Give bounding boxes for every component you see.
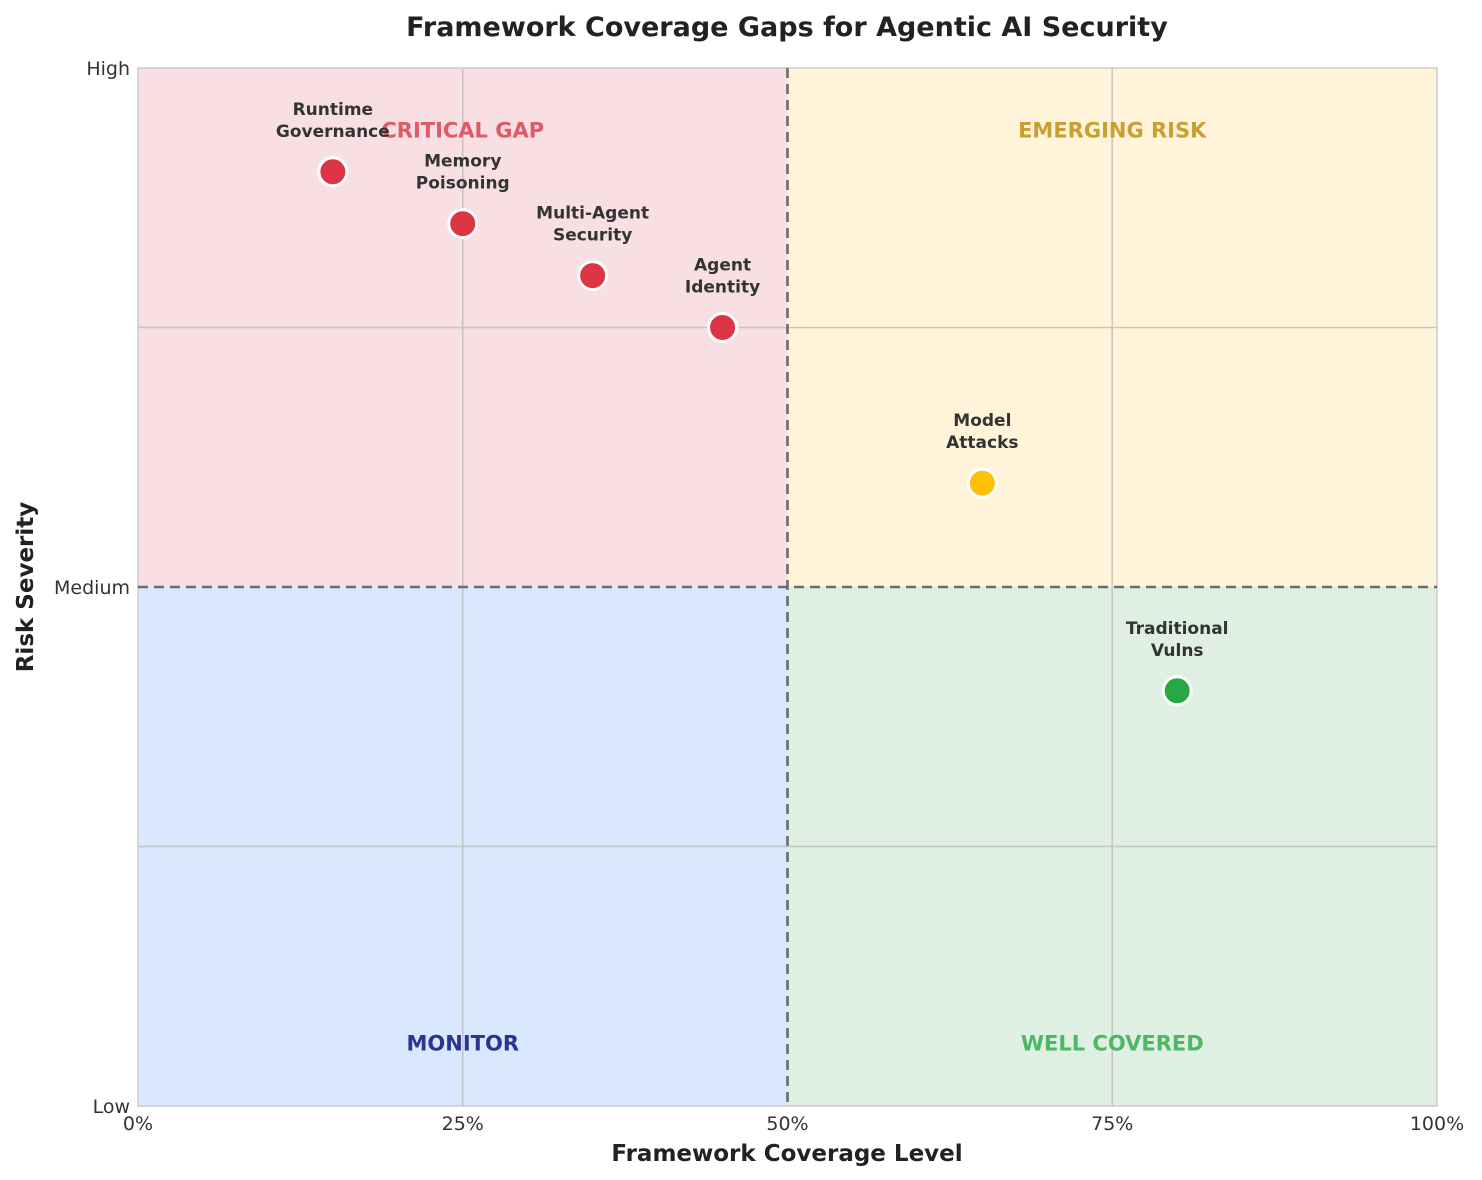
y-tick-label: High — [86, 58, 130, 80]
point-label: Security — [553, 226, 632, 246]
point-label: Traditional — [1126, 619, 1229, 639]
quadrant-label-emerging-risk: EMERGING RISK — [1018, 118, 1207, 142]
point-label: Runtime — [293, 100, 374, 120]
point-multi-agent-security — [577, 260, 609, 292]
point-label: Vulns — [1151, 641, 1204, 661]
point-label: Identity — [685, 278, 760, 298]
point-label: Memory — [424, 152, 501, 172]
x-tick-label: 100% — [1410, 1113, 1464, 1135]
quadrant-label-well-covered: WELL COVERED — [1021, 1032, 1204, 1056]
x-tick-label: 25% — [442, 1113, 484, 1135]
chart-title: Framework Coverage Gaps for Agentic AI S… — [406, 12, 1168, 43]
data-points — [317, 156, 1193, 707]
point-label: Multi-Agent — [536, 204, 649, 224]
point-label: Poisoning — [416, 174, 510, 194]
point-memory-poisoning — [447, 208, 479, 240]
point-model-attacks — [966, 467, 998, 499]
x-tick-label: 0% — [123, 1113, 153, 1135]
point-label: Model — [953, 411, 1011, 431]
point-label: Agent — [694, 256, 751, 276]
x-tick-label: 50% — [766, 1113, 808, 1135]
y-tick-label: Low — [93, 1096, 130, 1118]
threshold-lines — [138, 68, 1437, 1106]
quadrant-labels: CRITICAL GAP EMERGING RISK MONITOR WELL COV… — [381, 118, 1207, 1055]
point-traditional-vulns — [1161, 675, 1193, 707]
point-label: Attacks — [946, 433, 1018, 453]
y-tick-label: Medium — [54, 577, 130, 599]
y-axis-label: Risk Severity — [13, 502, 39, 673]
x-axis-label: Framework Coverage Level — [611, 1141, 962, 1167]
quadrant-label-critical-gap: CRITICAL GAP — [381, 118, 544, 142]
point-runtime-governance — [317, 156, 349, 188]
x-tick-label: 75% — [1091, 1113, 1133, 1135]
axis-ticks: 0% 25% 50% 75% 100% Low Medium High — [54, 58, 1464, 1135]
point-agent-identity — [707, 312, 739, 343]
point-label: Governance — [276, 122, 390, 142]
quadrant-label-monitor: MONITOR — [407, 1032, 520, 1056]
